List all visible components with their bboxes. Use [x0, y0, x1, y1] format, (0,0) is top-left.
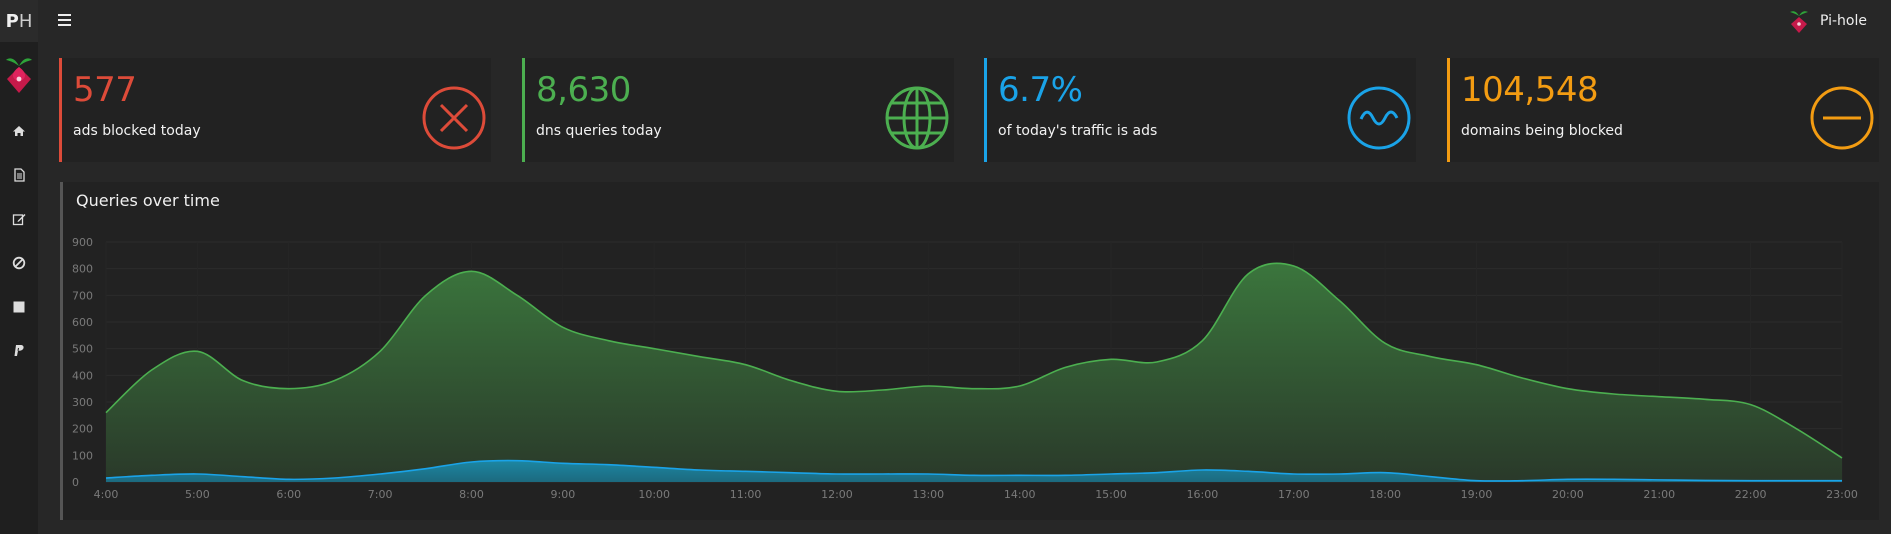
- x-tick-label: 13:00: [912, 488, 944, 501]
- x-tick-label: 16:00: [1187, 488, 1219, 501]
- x-tick-label: 18:00: [1369, 488, 1401, 501]
- stat-card-dns-queries: 8,630 dns queries today: [522, 58, 954, 162]
- stat-card-ads-blocked: 577 ads blocked today: [59, 58, 491, 162]
- x-tick-label: 22:00: [1735, 488, 1767, 501]
- menu-toggle-icon[interactable]: [58, 14, 72, 28]
- y-tick-label: 700: [72, 289, 93, 302]
- raspberry-pi-logo: [1789, 11, 1808, 33]
- stat-card-domains-blocked: 104,548 domains being blocked: [1447, 58, 1879, 162]
- logo-letter-h: H: [18, 10, 33, 32]
- total-queries-line: [105, 262, 1843, 459]
- y-tick-label: 200: [72, 423, 93, 436]
- domains-blocked-value: 104,548: [1461, 70, 1599, 110]
- total-queries-area: [106, 263, 1842, 482]
- dns-queries-label: dns queries today: [536, 123, 662, 139]
- y-tick-label: 500: [72, 343, 93, 356]
- x-tick-label: 6:00: [276, 488, 301, 501]
- queries-over-time-chart[interactable]: 0 100 200 300 400 500 600 700 800 900 4:00 5:00 6:00…: [63, 182, 1879, 520]
- ads-percentage-label: of today's traffic is ads: [998, 123, 1158, 139]
- x-tick-label: 23:00: [1826, 488, 1858, 501]
- ads-blocked-label: ads blocked today: [73, 123, 201, 139]
- stat-card-ads-percentage: 6.7% of today's traffic is ads: [984, 58, 1416, 162]
- domains-blocked-label: domains being blocked: [1461, 123, 1623, 139]
- x-tick-label: 10:00: [638, 488, 670, 501]
- x-tick-label: 9:00: [550, 488, 575, 501]
- x-tick-label: 11:00: [730, 488, 762, 501]
- user-menu[interactable]: Pi-hole: [1788, 8, 1867, 34]
- close-circle-icon: [422, 86, 486, 150]
- x-tick-label: 5:00: [185, 488, 210, 501]
- brand-name: Pi-hole: [1819, 13, 1867, 29]
- edit-icon[interactable]: [0, 210, 38, 228]
- y-tick-label: 300: [72, 396, 93, 409]
- globe-icon: [885, 86, 949, 150]
- x-tick-label: 7:00: [368, 488, 393, 501]
- y-tick-label: 400: [72, 369, 93, 382]
- y-tick-label: 0: [72, 476, 79, 489]
- ads-percentage-value: 6.7%: [998, 70, 1083, 110]
- x-tick-label: 21:00: [1643, 488, 1675, 501]
- ads-blocked-value: 577: [73, 70, 137, 110]
- paypal-icon[interactable]: [0, 342, 38, 360]
- x-tick-label: 17:00: [1278, 488, 1310, 501]
- minus-circle-icon: [1810, 86, 1874, 150]
- home-icon[interactable]: [0, 122, 38, 140]
- raspberry-pi-logo: [6, 58, 32, 93]
- x-tick-label: 15:00: [1095, 488, 1127, 501]
- x-tick-label: 4:00: [94, 488, 119, 501]
- file-icon[interactable]: [0, 166, 38, 184]
- queries-over-time-panel: Queries over time 0 100 200 300 400 500 600 700…: [60, 182, 1879, 520]
- logo-letter-p: P: [5, 10, 19, 32]
- panel-title: Queries over time: [76, 191, 220, 210]
- x-tick-label: 19:00: [1461, 488, 1493, 501]
- blocked-queries-line: [105, 459, 1842, 482]
- blocked-queries-area: [106, 460, 1842, 482]
- y-tick-label: 600: [72, 316, 93, 329]
- wave-circle-icon: [1347, 86, 1411, 150]
- x-tick-label: 8:00: [459, 488, 484, 501]
- dns-queries-value: 8,630: [536, 70, 631, 110]
- square-icon[interactable]: [0, 298, 38, 316]
- ban-icon[interactable]: [0, 254, 38, 272]
- x-tick-label: 12:00: [821, 488, 853, 501]
- y-tick-label: 800: [72, 263, 93, 276]
- y-tick-label: 900: [72, 236, 93, 249]
- x-tick-label: 20:00: [1552, 488, 1584, 501]
- top-navbar: Pi-hole: [38, 0, 1891, 42]
- y-tick-label: 100: [72, 449, 93, 462]
- x-tick-label: 14:00: [1004, 488, 1036, 501]
